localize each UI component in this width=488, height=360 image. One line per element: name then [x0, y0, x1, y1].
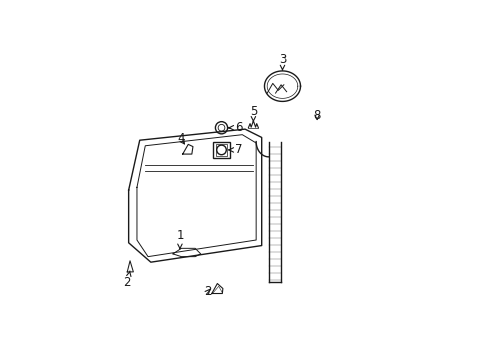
- Text: 2: 2: [203, 285, 211, 298]
- Text: 6: 6: [228, 121, 242, 134]
- Text: 1: 1: [176, 229, 183, 248]
- Text: 4: 4: [177, 132, 184, 145]
- Text: 5: 5: [249, 105, 257, 121]
- Text: 7: 7: [228, 143, 242, 157]
- Text: 8: 8: [313, 109, 320, 122]
- Text: 3: 3: [278, 53, 285, 70]
- Text: 2: 2: [123, 271, 131, 289]
